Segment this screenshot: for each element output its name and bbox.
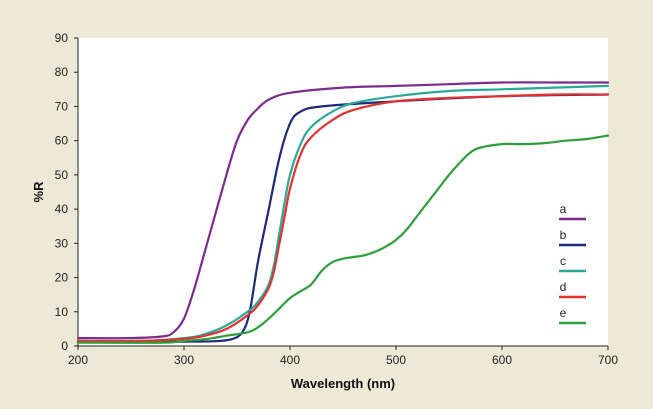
series-line-a xyxy=(76,81,610,340)
y-axis-title: %R xyxy=(31,181,46,203)
y-tick-label: 70 xyxy=(55,99,69,113)
legend-label-c: c xyxy=(560,254,566,268)
legend-label-a: a xyxy=(560,202,567,216)
x-tick-label: 500 xyxy=(386,353,406,367)
x-ticks: 200 300 400 500 600 700 xyxy=(68,346,618,367)
x-axis-title: Wavelength (nm) xyxy=(291,376,395,391)
y-tick-label: 50 xyxy=(55,168,69,182)
y-tick-label: 60 xyxy=(55,134,69,148)
series-line-c xyxy=(76,84,610,343)
y-tick-label: 90 xyxy=(55,31,69,45)
y-tick-label: 30 xyxy=(55,236,69,250)
legend-label-b: b xyxy=(560,228,567,242)
x-tick-label: 600 xyxy=(492,353,512,367)
plot-area xyxy=(78,38,608,346)
y-tick-label: 10 xyxy=(55,305,69,319)
legend-label-d: d xyxy=(560,280,567,294)
series-line-d xyxy=(76,93,610,343)
y-tick-label: 20 xyxy=(55,271,69,285)
x-tick-label: 700 xyxy=(598,353,618,367)
y-ticks: 0 10 20 30 40 50 60 70 80 90 xyxy=(55,31,78,353)
y-tick-label: 40 xyxy=(55,202,69,216)
x-tick-label: 400 xyxy=(280,353,300,367)
y-tick-label: 0 xyxy=(61,339,68,353)
series-lines xyxy=(76,81,610,344)
y-tick-label: 80 xyxy=(55,65,69,79)
x-tick-label: 300 xyxy=(174,353,194,367)
x-tick-label: 200 xyxy=(68,353,88,367)
series-line-e xyxy=(76,134,610,344)
legend-label-e: e xyxy=(560,306,567,320)
